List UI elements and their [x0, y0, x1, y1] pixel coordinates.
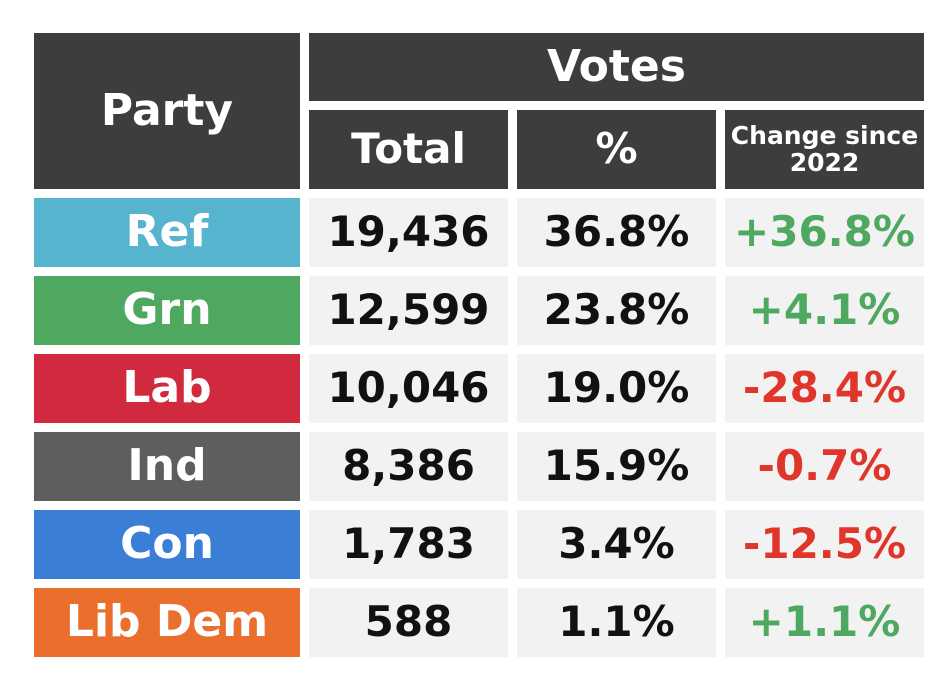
party-label-grn: Grn — [34, 276, 300, 345]
percent-cell-lib-dem: 1.1% — [517, 588, 716, 657]
change-cell-ind: -0.7% — [725, 432, 924, 501]
percent-cell-ind: 15.9% — [517, 432, 716, 501]
total-cell-lib-dem: 588 — [309, 588, 508, 657]
change-cell-grn: +4.1% — [725, 276, 924, 345]
percent-cell-lab: 19.0% — [517, 354, 716, 423]
party-label-ref: Ref — [34, 198, 300, 267]
party-label-lib-dem: Lib Dem — [34, 588, 300, 657]
total-cell-con: 1,783 — [309, 510, 508, 579]
change-cell-con: -12.5% — [725, 510, 924, 579]
percent-cell-con: 3.4% — [517, 510, 716, 579]
header-party: Party — [34, 33, 300, 189]
party-label-ind: Ind — [34, 432, 300, 501]
header-total: Total — [309, 110, 508, 189]
change-cell-lib-dem: +1.1% — [725, 588, 924, 657]
party-label-lab: Lab — [34, 354, 300, 423]
header-percent: % — [517, 110, 716, 189]
header-change: Change since 2022 — [725, 110, 924, 189]
percent-cell-grn: 23.8% — [517, 276, 716, 345]
party-label-con: Con — [34, 510, 300, 579]
change-cell-ref: +36.8% — [725, 198, 924, 267]
percent-cell-ref: 36.8% — [517, 198, 716, 267]
total-cell-grn: 12,599 — [309, 276, 508, 345]
total-cell-ref: 19,436 — [309, 198, 508, 267]
total-cell-ind: 8,386 — [309, 432, 508, 501]
change-cell-lab: -28.4% — [725, 354, 924, 423]
total-cell-lab: 10,046 — [309, 354, 508, 423]
header-votes: Votes — [309, 33, 924, 101]
